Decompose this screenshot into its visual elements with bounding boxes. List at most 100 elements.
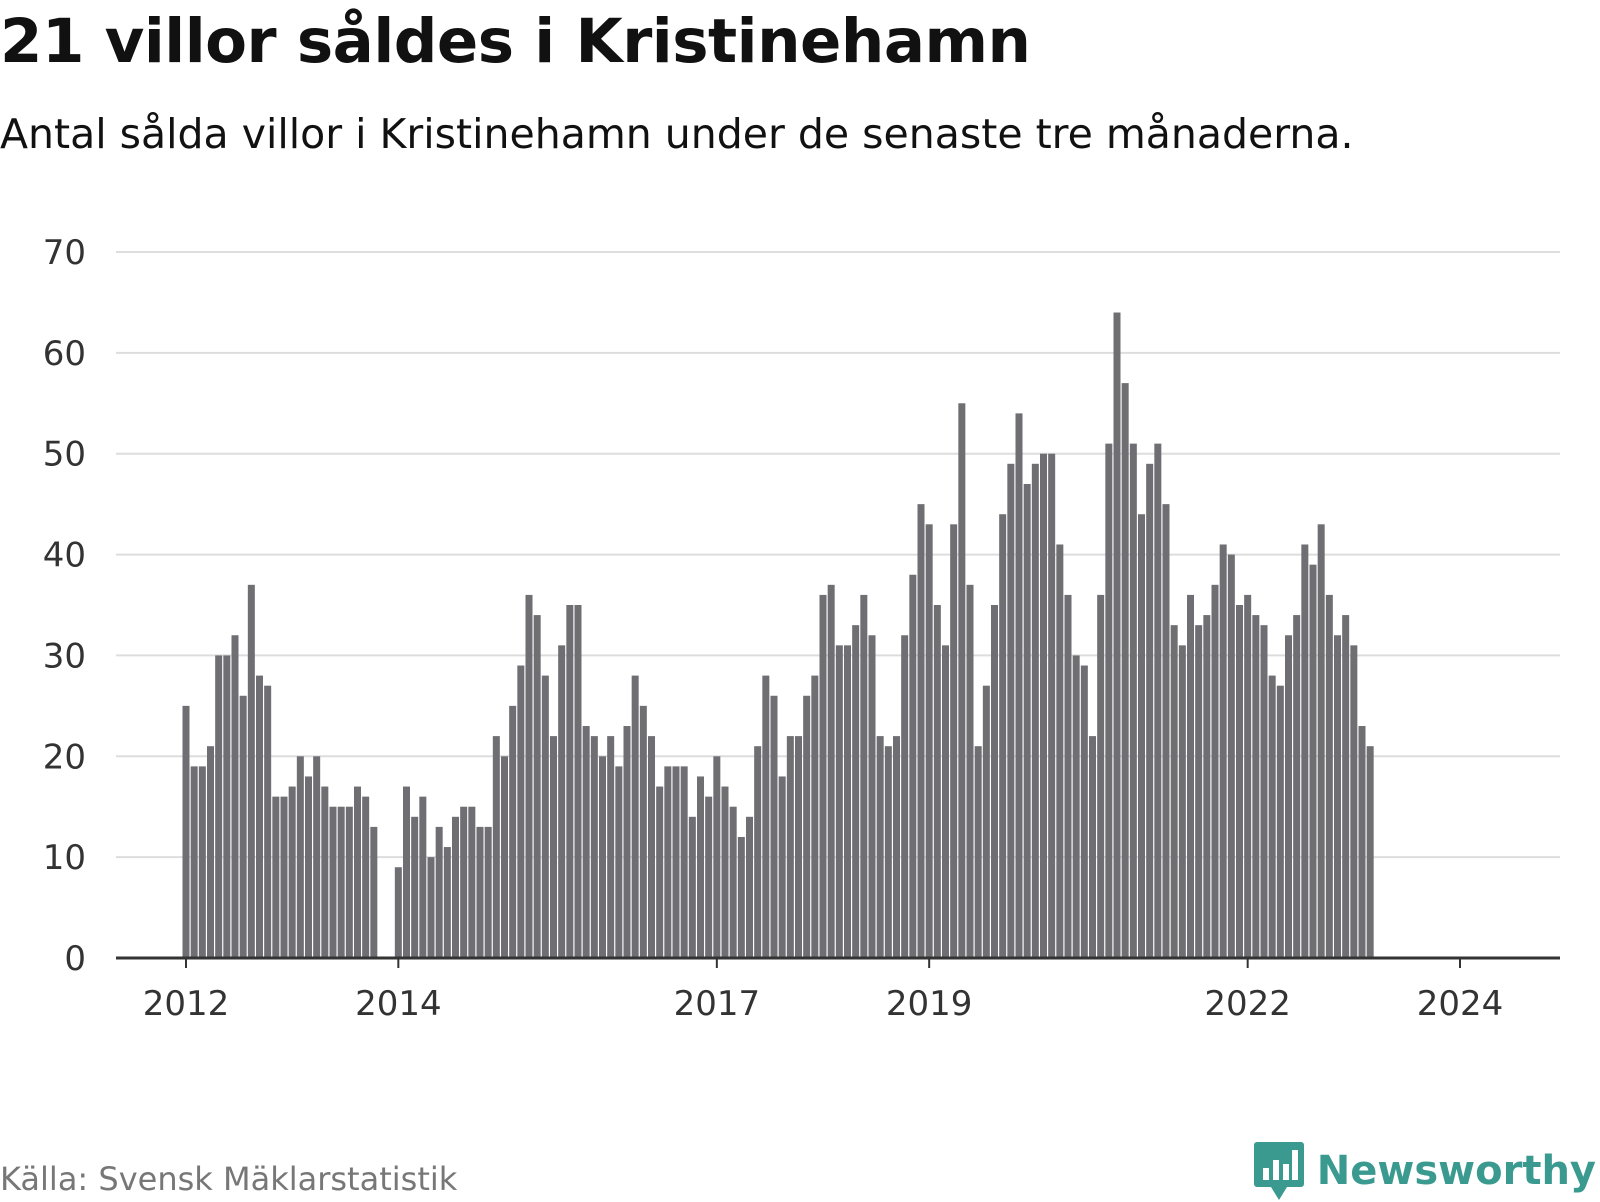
bar bbox=[672, 766, 680, 958]
bar bbox=[1121, 383, 1129, 959]
bar bbox=[468, 806, 476, 958]
bar bbox=[370, 826, 378, 958]
bar bbox=[305, 776, 313, 958]
bar bbox=[778, 776, 786, 958]
bar bbox=[452, 816, 460, 958]
bar bbox=[860, 594, 868, 958]
bar bbox=[1301, 544, 1309, 958]
y-tick-label: 10 bbox=[43, 838, 86, 878]
x-tick-label: 2012 bbox=[143, 984, 230, 1024]
bar bbox=[272, 796, 280, 958]
bar bbox=[974, 746, 982, 958]
bar bbox=[427, 857, 435, 958]
bar bbox=[697, 776, 705, 958]
bar bbox=[909, 574, 917, 958]
bar bbox=[509, 705, 517, 958]
bar bbox=[950, 524, 958, 958]
bar bbox=[1015, 413, 1023, 958]
bar bbox=[1195, 625, 1203, 958]
bar bbox=[1040, 453, 1048, 958]
bar bbox=[231, 635, 239, 958]
bar bbox=[1276, 685, 1284, 958]
bar bbox=[607, 736, 615, 958]
bar bbox=[1252, 615, 1260, 958]
bar bbox=[1350, 645, 1358, 958]
bar bbox=[599, 756, 607, 958]
bar-chart-speech-bubble-icon bbox=[1253, 1142, 1304, 1200]
x-axis bbox=[116, 956, 1560, 968]
bar bbox=[966, 584, 974, 958]
bar bbox=[419, 796, 427, 958]
bar bbox=[1048, 453, 1056, 958]
bar bbox=[1244, 594, 1252, 958]
bar bbox=[729, 806, 737, 958]
y-tick-label: 0 bbox=[64, 939, 86, 979]
bar bbox=[1187, 594, 1195, 958]
bar bbox=[844, 645, 852, 958]
bar bbox=[321, 786, 329, 958]
bar bbox=[1064, 594, 1072, 958]
bar bbox=[631, 675, 639, 958]
y-tick-label: 30 bbox=[43, 636, 86, 676]
bar bbox=[1211, 584, 1219, 958]
data-label-background bbox=[1432, 0, 1481, 40]
bar bbox=[1203, 615, 1211, 958]
bar bbox=[1138, 514, 1146, 958]
bar bbox=[1129, 443, 1137, 959]
bar bbox=[558, 645, 566, 958]
bar bbox=[623, 726, 631, 958]
bar bbox=[247, 584, 255, 958]
bar bbox=[933, 605, 941, 958]
bar bbox=[1170, 625, 1178, 958]
bar bbox=[982, 685, 990, 958]
bar bbox=[329, 806, 337, 958]
bar bbox=[280, 796, 288, 958]
bar-chart: 0 10 20 30 40 50 60 70 2012 2014 2017 2019 2022 2024… bbox=[43, 0, 1560, 1024]
x-tick-label: 2014 bbox=[355, 984, 442, 1024]
bar bbox=[182, 705, 190, 958]
x-axis-labels: 2012 2014 2017 2019 2022 2024 bbox=[143, 984, 1504, 1024]
bar bbox=[566, 605, 574, 958]
bar bbox=[1023, 483, 1031, 958]
bar bbox=[795, 736, 803, 958]
bar bbox=[664, 766, 672, 958]
bar bbox=[893, 736, 901, 958]
bar bbox=[1293, 615, 1301, 958]
bar bbox=[811, 675, 819, 958]
bar bbox=[590, 736, 598, 958]
bar bbox=[819, 594, 827, 958]
bar bbox=[501, 756, 509, 958]
bar bbox=[533, 615, 541, 958]
x-tick-label: 2022 bbox=[1204, 984, 1291, 1024]
bar bbox=[917, 504, 925, 958]
bar bbox=[1236, 605, 1244, 958]
bar bbox=[1154, 443, 1162, 959]
bar bbox=[574, 605, 582, 958]
bar bbox=[517, 665, 525, 958]
bar bbox=[492, 736, 500, 958]
bar bbox=[1260, 625, 1268, 958]
bar bbox=[435, 826, 443, 958]
bar bbox=[958, 403, 966, 958]
bar bbox=[484, 826, 492, 958]
bar bbox=[198, 766, 206, 958]
bar bbox=[354, 786, 362, 958]
chart-title: 21 villor såldes i Kristinehamn bbox=[0, 6, 1031, 77]
source-note: Källa: Svensk Mäklarstatistik bbox=[0, 1160, 458, 1198]
bar bbox=[362, 796, 370, 958]
bar bbox=[1358, 726, 1366, 958]
bar bbox=[876, 736, 884, 958]
bar bbox=[394, 867, 402, 958]
brand-name: Newsworthy bbox=[1316, 1148, 1596, 1194]
bar bbox=[852, 625, 860, 958]
bar bbox=[1227, 554, 1235, 958]
bar bbox=[1178, 645, 1186, 958]
bar bbox=[803, 695, 811, 958]
bar bbox=[264, 685, 272, 958]
bar bbox=[1007, 463, 1015, 958]
bar bbox=[460, 806, 468, 958]
bar bbox=[550, 736, 558, 958]
bar bbox=[541, 675, 549, 958]
chart-subtitle: Antal sålda villor i Kristinehamn under … bbox=[0, 110, 1354, 158]
y-tick-label: 40 bbox=[43, 536, 86, 576]
